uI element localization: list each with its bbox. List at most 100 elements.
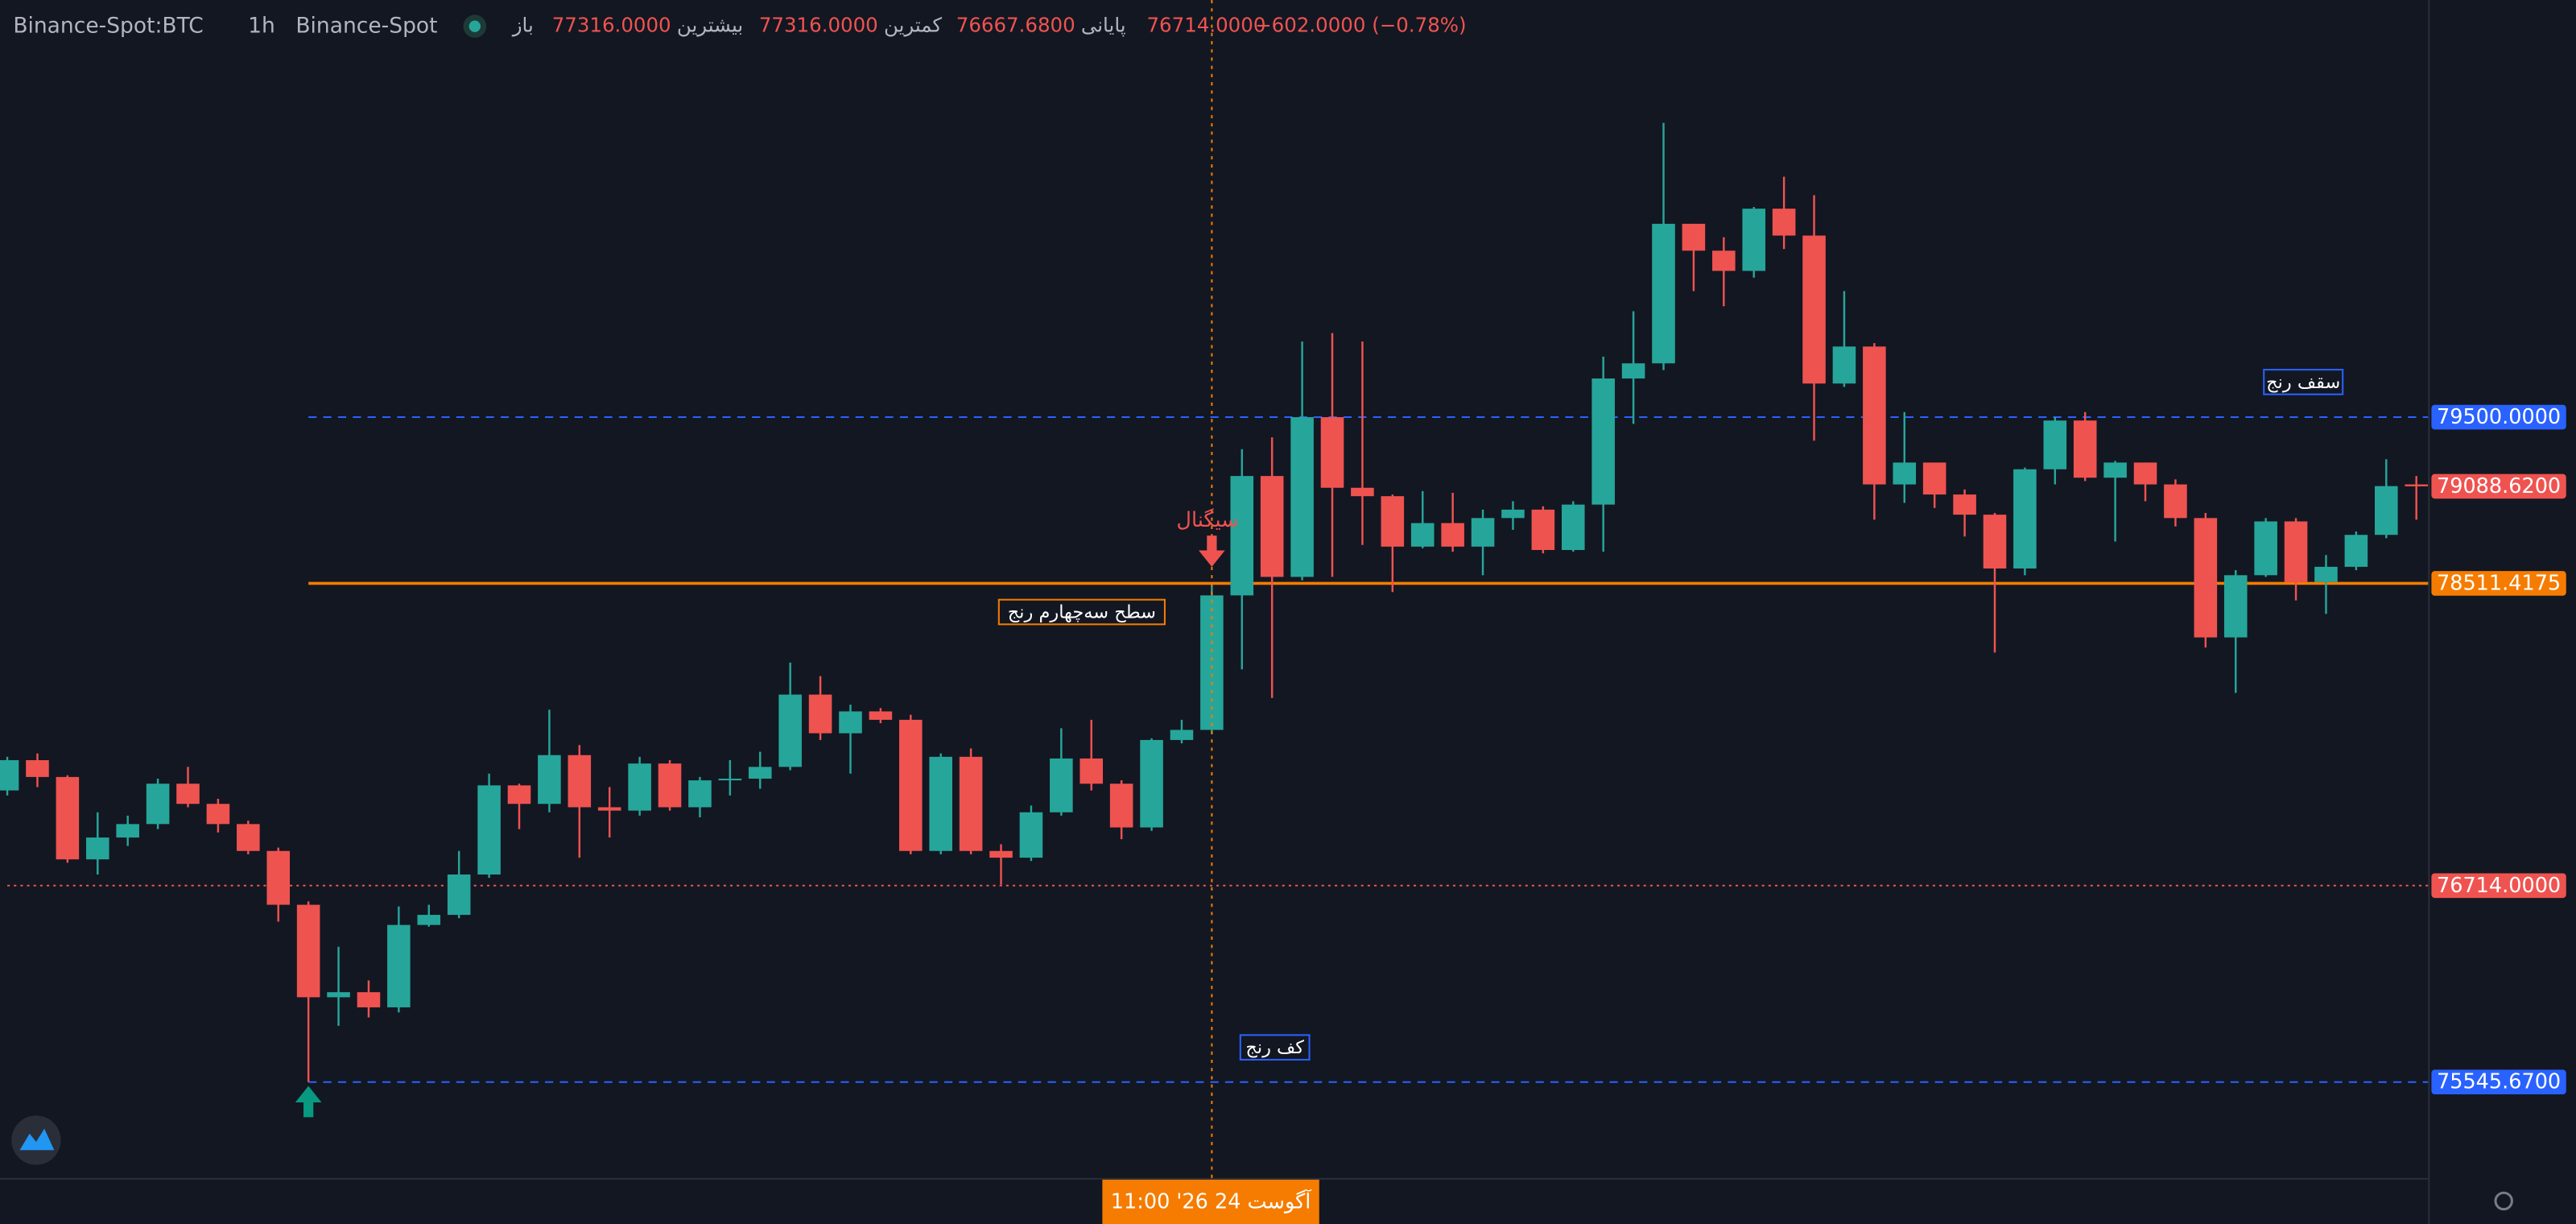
legend-label: پایانی (1081, 14, 1126, 37)
candle-body (1290, 417, 1314, 577)
signal-label: سیگنال (1176, 508, 1238, 532)
candle-body (2223, 575, 2248, 638)
candle-body (899, 719, 923, 851)
candle-body (628, 763, 651, 811)
candle-body (1531, 509, 1555, 550)
candle-body (1260, 476, 1284, 577)
candle-body (176, 784, 200, 804)
candle-body (1832, 346, 1856, 384)
price-badge-label: 75545.6700 (2437, 1070, 2561, 1094)
header-item: Binance-Spot (295, 13, 437, 38)
candle-body (1983, 515, 2007, 569)
candle-body (748, 767, 772, 779)
candle-body (2043, 420, 2067, 469)
candle-body (869, 711, 893, 720)
candle-body (688, 780, 712, 808)
candle-body (2013, 469, 2037, 569)
candle-body (568, 755, 592, 808)
candle-body (2344, 535, 2368, 567)
candle-body (2073, 420, 2097, 478)
header-item: Binance-Spot:BTC (13, 13, 203, 38)
candle-body (477, 785, 501, 875)
candle-body (839, 711, 862, 734)
candle-body (1050, 758, 1073, 813)
candle-body (1652, 223, 1675, 364)
legend-value: 76667.6800 (956, 14, 1075, 37)
candle-body (1682, 223, 1706, 251)
candle-body (327, 992, 350, 998)
candle-body (56, 776, 80, 860)
candle-body (718, 778, 742, 781)
logo[interactable] (11, 1115, 61, 1165)
ohlc-legend: باز 77316.0000 بیشترین 77316.0000 کمترین 7666… (511, 14, 1467, 37)
candle-body (357, 992, 381, 1007)
header-item: 1h (248, 13, 275, 38)
annotation-label: سطح سه‌چهارم رنج (1008, 602, 1156, 623)
legend-value: 77316.0000 (552, 14, 671, 37)
candle-body (1893, 462, 1917, 485)
settings-icon[interactable] (2494, 1191, 2513, 1211)
candle-body (296, 904, 320, 998)
legend-value: 76714.0000 (1146, 14, 1265, 37)
price-badge (2431, 1069, 2566, 1095)
signal-arrow-up (295, 1085, 322, 1118)
candle-body (778, 694, 802, 767)
candle-body (2314, 566, 2338, 582)
candle-body (1742, 209, 1766, 271)
crosshair-label: 11:00 '26 آگوست 24 (1111, 1189, 1312, 1214)
candle-body (597, 807, 621, 811)
candle-body (237, 824, 260, 851)
candle-body (1410, 523, 1435, 547)
header: Binance-Spot:BTC 1h Binance-Spot (13, 13, 437, 38)
candle-body (266, 850, 291, 905)
annotation-box (1239, 1034, 1311, 1061)
candle-body (2164, 484, 2187, 519)
annotation-label: سقف رنج (2266, 372, 2340, 393)
legend-label: باز (511, 14, 534, 37)
annotation-box (2263, 369, 2344, 395)
candle-body (0, 759, 19, 791)
price-badge (2431, 873, 2566, 899)
legend-label: بیشترین (677, 14, 743, 37)
candle-body (387, 924, 411, 1007)
candle-body (1501, 509, 1525, 519)
price-badge (2431, 571, 2566, 596)
candle-body (658, 763, 682, 808)
candle-body (1140, 739, 1163, 828)
candle-body (1230, 476, 1254, 596)
candle-body (2284, 521, 2308, 582)
candle-body (1109, 784, 1133, 828)
candle-body (417, 915, 441, 925)
candle-body (1953, 494, 1976, 515)
candle-body (1019, 812, 1043, 858)
candle-body (1351, 487, 1374, 497)
candle-body (2375, 486, 2398, 536)
candle-body (2133, 462, 2157, 485)
candle-body (85, 837, 109, 860)
candle-body (1080, 758, 1104, 784)
candle-body (2405, 484, 2428, 486)
candle-body (116, 824, 139, 838)
price-badge-label: 79500.0000 (2437, 405, 2561, 429)
status-dot (469, 20, 481, 32)
candle-body (1772, 209, 1796, 236)
legend-label: کمترین (884, 14, 942, 37)
candle-body (1381, 496, 1405, 547)
legend-change: −602.0000 (−0.78%) (1255, 14, 1466, 37)
logo-icon (19, 1128, 55, 1151)
candle-body (26, 759, 49, 777)
price-badge (2431, 473, 2566, 499)
candle-body (447, 874, 471, 916)
candle-body (2103, 462, 2127, 478)
candle-body (1320, 417, 1344, 488)
candle-body (206, 804, 230, 825)
candle-body (2254, 521, 2277, 576)
candle-body (1170, 730, 1194, 740)
candle-body (507, 785, 531, 804)
price-badge-label: 78511.4175 (2437, 571, 2561, 595)
signal-arrow-down (1199, 536, 1225, 567)
candle-body (2194, 518, 2218, 638)
candle-body (538, 755, 561, 804)
candle-body (1922, 462, 1946, 495)
